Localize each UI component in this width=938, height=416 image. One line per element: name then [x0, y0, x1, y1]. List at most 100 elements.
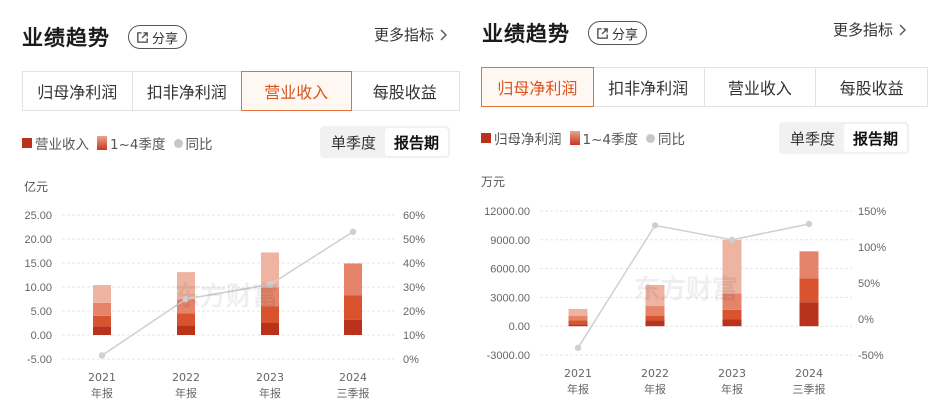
bar-segment — [645, 284, 665, 307]
report-period-button[interactable]: 报告期 — [844, 124, 908, 152]
yoy-point — [728, 236, 736, 243]
yoy-point — [266, 281, 274, 288]
tab-label: 每股收益 — [372, 83, 437, 102]
y-tick-label: 9000.00 — [490, 235, 530, 247]
y-tick-label: 20.00 — [24, 234, 52, 246]
y-axis-unit: 万元 — [481, 175, 506, 189]
share-label: 分享 — [612, 27, 639, 43]
tab-label: 归母净利润 — [497, 79, 578, 98]
legend-item-series[interactable]: 营业收入 — [22, 133, 89, 153]
legend-item-yoy[interactable]: 同比 — [646, 128, 685, 148]
y-tick-label: 5.00 — [31, 306, 52, 318]
yoy-point — [805, 220, 813, 228]
tab-net-profit[interactable]: 归母净利润 — [481, 67, 594, 107]
bar-segment — [177, 325, 195, 335]
bar-segment — [344, 319, 362, 335]
x-tick-label: 2021 — [88, 371, 116, 384]
bar-segment — [93, 326, 111, 335]
bar-segment — [568, 308, 588, 316]
y-tick-label: -5.00 — [27, 354, 52, 366]
tab-net-profit[interactable]: 归母净利润 — [23, 72, 133, 110]
yoy-point — [182, 295, 190, 303]
legend-item-quarters[interactable]: 1~4季度 — [569, 128, 639, 148]
y-axis-unit: 亿元 — [24, 180, 49, 194]
bar-segment — [722, 239, 742, 294]
tab-deducted-net-profit[interactable]: 扣非净利润 — [593, 68, 705, 106]
tab-revenue[interactable]: 营业收入 — [241, 71, 352, 111]
bar-segment — [645, 320, 665, 327]
bar-segment — [799, 302, 819, 327]
legend-swatch — [646, 133, 655, 143]
bar-segment — [568, 320, 588, 325]
chevron-right-icon — [899, 24, 907, 35]
bar-segment — [261, 287, 279, 307]
chevron-right-icon — [440, 29, 448, 40]
y2-tick-label: -50% — [858, 350, 884, 362]
legend-label: 归母净利润 — [494, 132, 562, 148]
metric-tabs: 归母净利润 扣非净利润 营业收入 每股收益 — [481, 67, 928, 107]
legend-swatch — [97, 136, 107, 150]
x-tick-label: 2022 — [172, 371, 200, 384]
y2-tick-label: 0% — [403, 354, 419, 366]
tab-eps[interactable]: 每股收益 — [816, 68, 927, 106]
bar-segment — [568, 315, 588, 321]
y2-tick-label: 40% — [403, 258, 425, 270]
bar-segment — [799, 251, 819, 279]
bar-segment — [344, 263, 362, 296]
legend-label: 营业收入 — [35, 137, 89, 153]
legend-item-series[interactable]: 归母净利润 — [481, 128, 562, 148]
tab-label: 归母净利润 — [37, 83, 118, 102]
more-indicators-link[interactable]: 更多指标 — [833, 19, 907, 40]
bar-segment — [261, 323, 279, 335]
tab-label: 营业收入 — [727, 79, 792, 98]
x-tick-label: 2024 — [339, 371, 367, 384]
report-period-button[interactable]: 报告期 — [385, 128, 449, 156]
more-indicators-link[interactable]: 更多指标 — [374, 24, 448, 45]
x-tick-sublabel: 年报 — [259, 386, 281, 400]
single-quarter-button[interactable]: 单季度 — [790, 129, 836, 148]
x-tick-sublabel: 年报 — [175, 386, 197, 400]
share-button[interactable]: 分享 — [128, 25, 188, 49]
legend-item-quarters[interactable]: 1~4季度 — [97, 133, 166, 153]
legend-label: 1~4季度 — [582, 132, 639, 148]
share-icon — [137, 31, 148, 43]
period-toggle: 单季度 报告期 — [779, 122, 910, 154]
y-tick-label: 0.00 — [31, 330, 52, 342]
bar-segment — [722, 309, 742, 320]
watermark: 东方财富 — [634, 274, 738, 305]
metric-tabs: 归母净利润 扣非净利润 营业收入 每股收益 — [22, 71, 460, 111]
y-tick-label: 6000.00 — [490, 264, 530, 276]
panel-title: 业绩趋势 — [482, 22, 570, 46]
y-tick-label: 25.00 — [24, 210, 52, 222]
y2-tick-label: 20% — [403, 306, 425, 318]
y2-tick-label: 0% — [858, 314, 874, 326]
legend-item-yoy[interactable]: 同比 — [173, 133, 213, 153]
y2-tick-label: 150% — [858, 206, 886, 218]
panel-title: 业绩趋势 — [22, 26, 110, 50]
tab-eps[interactable]: 每股收益 — [351, 72, 460, 110]
bar-segment — [568, 324, 588, 327]
y2-tick-label: 30% — [403, 282, 425, 294]
tab-revenue[interactable]: 营业收入 — [705, 68, 817, 106]
y-tick-label: 3000.00 — [490, 292, 530, 304]
y2-tick-label: 60% — [403, 210, 425, 222]
yoy-line — [577, 223, 810, 349]
bar-segment — [344, 295, 362, 320]
legend-swatch — [173, 138, 183, 148]
yoy-point — [651, 222, 659, 229]
legend-label: 同比 — [658, 132, 685, 148]
legend-swatch — [481, 133, 491, 143]
share-button[interactable]: 分享 — [588, 21, 648, 45]
bar-segment — [261, 252, 279, 288]
yoy-point — [349, 228, 357, 235]
bar-segment — [799, 278, 819, 303]
period-toggle: 单季度 报告期 — [320, 126, 451, 158]
bar-segment — [722, 293, 742, 310]
performance-panel-net-profit: 业绩趋势 分享 更多指标 归母净利润 扣非净利润 营业收入 每股收益 归母净利润… — [470, 0, 938, 416]
watermark: 东方财富 — [174, 281, 278, 312]
single-quarter-button[interactable]: 单季度 — [331, 133, 377, 152]
y-tick-label: 0.00 — [509, 321, 530, 333]
x-tick-sublabel: 三季报 — [337, 386, 370, 400]
x-tick-label: 2021 — [564, 367, 592, 380]
tab-label: 每股收益 — [839, 79, 904, 98]
